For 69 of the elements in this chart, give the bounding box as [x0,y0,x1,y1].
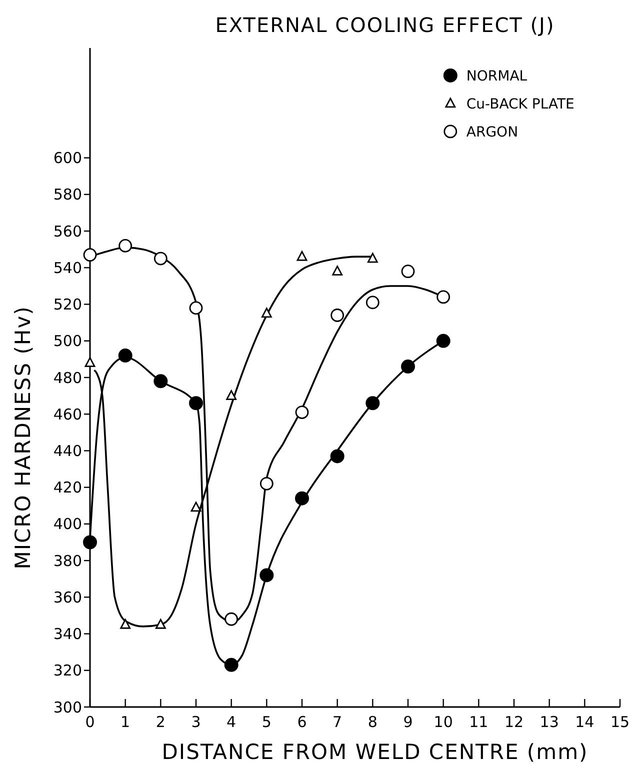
x-tick-label: 8 [368,713,378,731]
point [367,252,378,263]
point [260,568,274,582]
y-tick-label: 580 [53,186,82,204]
point [224,612,238,626]
x-axis-title: DISTANCE FROM WELD CENTRE (mm) [162,740,588,764]
point [261,308,272,318]
point [296,250,308,261]
y-tick-label: 500 [53,332,82,350]
point [366,296,380,310]
y-tick-label: 400 [53,515,82,534]
x-tick-label: 5 [262,713,272,731]
x-tick-label: 11 [469,713,488,731]
point [84,357,96,368]
point [118,348,132,363]
point [295,491,309,506]
chart-title: EXTERNAL COOLING EFFECT (J) [215,13,555,37]
point [83,248,97,262]
point [401,360,415,374]
x-tick-label: 15 [610,713,630,731]
y-tick-label: 340 [53,625,82,644]
y-tick-label: 460 [53,405,82,424]
point [83,535,97,550]
point [330,308,344,322]
x-tick-label: 12 [504,713,524,731]
point [260,476,274,490]
y-axis-title: MICRO HARDNESS (Hv) [11,306,35,570]
legend-label: ARGON [466,124,518,140]
y-tick-label: 560 [53,222,82,240]
x-tick-label: 1 [120,713,130,731]
x-tick-label: 10 [434,713,453,731]
point [189,301,203,315]
point [155,618,166,629]
y-tick-label: 440 [53,442,82,460]
point [118,239,132,252]
point [190,502,202,512]
x-tick-label: 2 [156,713,166,731]
point [120,618,131,629]
y-tick-label: 380 [53,552,82,570]
point [154,252,168,266]
point [366,396,380,410]
point [330,449,344,464]
point [332,266,343,276]
x-tick-label: 3 [191,713,201,731]
point [436,290,450,304]
point [226,390,237,400]
legend-label: NORMAL [466,68,528,84]
point [224,658,238,672]
y-tick-label: 520 [53,296,82,314]
y-tick-label: 320 [53,662,82,680]
x-tick-label: 7 [332,713,342,731]
y-tick-label: 300 [53,698,82,716]
point [436,334,450,348]
y-tick-label: 600 [53,149,82,168]
point [154,374,168,388]
y-tick-label: 420 [53,478,82,497]
legend-label: Cu-BACK PLATE [466,96,574,112]
x-tick-label: 0 [85,713,95,731]
x-tick-label: 4 [226,713,236,731]
point [401,264,415,278]
x-tick-label: 9 [403,713,413,731]
y-tick-label: 540 [53,258,82,277]
x-tick-label: 13 [540,713,559,731]
y-tick-label: 480 [53,368,82,387]
x-tick-label: 6 [297,713,307,731]
y-tick-label: 360 [53,588,82,606]
point [295,406,309,419]
x-tick-label: 14 [575,713,594,731]
point [189,396,203,410]
